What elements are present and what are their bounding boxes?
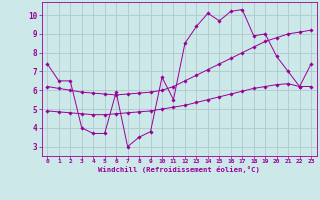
X-axis label: Windchill (Refroidissement éolien,°C): Windchill (Refroidissement éolien,°C) — [98, 166, 260, 173]
